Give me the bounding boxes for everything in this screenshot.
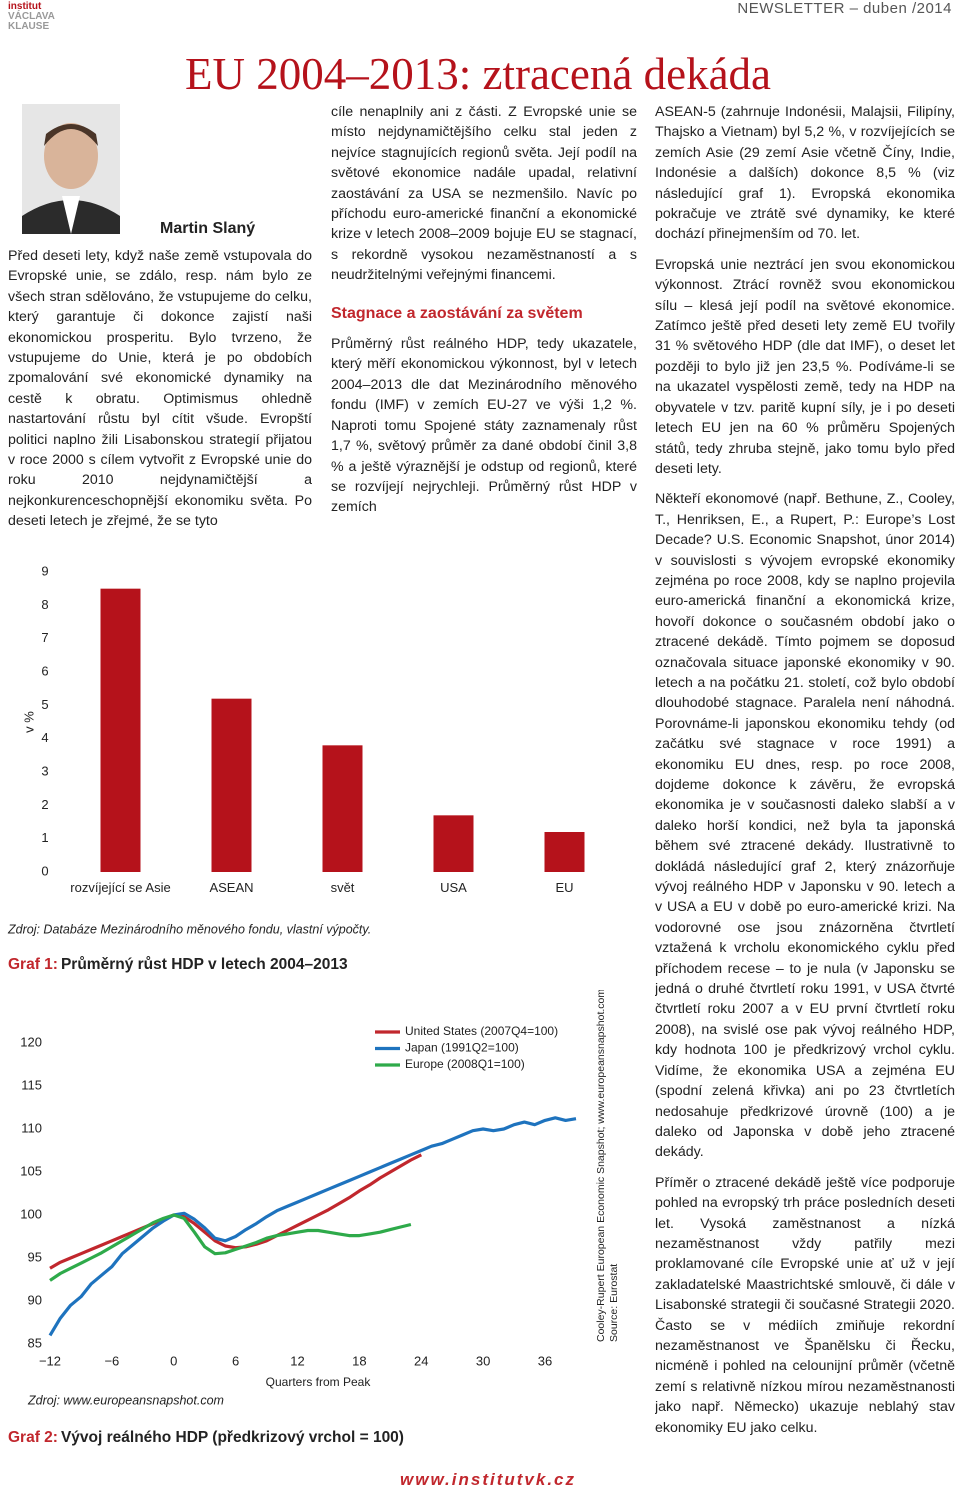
chart-1: 0 1 2 3 4 5 6 7 8 9 v % Zdroj: Databáze Mezinárodní… — [7, 563, 585, 973]
paragraph: ASEAN-5 (zahrnuje Indonésii, Malajsii, F… — [655, 104, 955, 243]
x-tick-label: svět — [330, 880, 355, 895]
y-axis-label: v % — [21, 711, 36, 733]
x-tick-label: −12 — [39, 1353, 61, 1368]
x-tick-label: 30 — [476, 1353, 490, 1368]
side-note: Source: Eurostat — [608, 1264, 620, 1342]
left-column: Před deseti lety, když naše země vstupov… — [8, 246, 312, 546]
x-tick-label: 0 — [170, 1353, 177, 1368]
chart-title: Graf 1: Průměrný růst HDP v letech 2004–2… — [8, 956, 348, 973]
y-tick-label: 115 — [21, 1077, 42, 1092]
paragraph: Někteří ekonomové (např. Bethune, Z., Co… — [655, 491, 955, 1161]
bar — [100, 588, 141, 872]
chart-source: Zdroj: www.europeansnapshot.com — [27, 1393, 224, 1407]
legend-label: Europe (2008Q1=100) — [405, 1057, 525, 1071]
author-photo — [22, 104, 120, 234]
y-tick-label: 0 — [41, 863, 48, 878]
paragraph: Před deseti lety, když naše země vstupov… — [8, 248, 312, 530]
logo-line: KLAUSE — [8, 21, 50, 32]
x-tick-label: 18 — [352, 1353, 366, 1368]
y-tick-label: 4 — [41, 730, 48, 745]
x-axis-label: Quarters from Peak — [266, 1375, 372, 1389]
photo-face — [44, 123, 98, 189]
y-tick-label: 8 — [41, 597, 48, 612]
x-tick-label: 36 — [538, 1353, 552, 1368]
chart-title-text: Průměrný růst HDP v letech 2004–2013 — [61, 956, 348, 973]
middle-column: cíle nenaplnily ani z části. Z Evropské … — [331, 102, 637, 542]
x-tick-label: 12 — [290, 1353, 304, 1368]
x-tick-label: ASEAN — [209, 880, 254, 895]
footer-url: www.institutvk.cz — [400, 1470, 577, 1489]
newsletter-label: NEWSLETTER – duben /2014 — [737, 0, 952, 17]
y-tick-label: 1 — [41, 830, 48, 845]
logo-line: VÁCLAVA — [8, 11, 55, 22]
y-tick-label: 9 — [41, 563, 48, 578]
logo: institut VÁCLAVA KLAUSE — [8, 2, 55, 32]
paragraph: Příměr o ztracené dekádě ještě více podp… — [655, 1174, 955, 1436]
series-line — [49, 1213, 412, 1282]
y-tick-label: 6 — [41, 663, 48, 678]
chart-title: Graf 2: Vývoj reálného HDP (předkrizový v… — [8, 1429, 404, 1446]
y-tick-label: 7 — [41, 630, 48, 645]
y-tick-label: 85 — [28, 1335, 42, 1350]
legend-label: Japan (1991Q2=100) — [405, 1041, 519, 1055]
paragraph: Průměrný růst reálného HDP, tedy ukazate… — [331, 336, 637, 516]
bar — [433, 815, 474, 872]
y-tick-label: 100 — [20, 1206, 42, 1221]
y-tick-label: 5 — [41, 697, 48, 712]
y-tick-label: 105 — [20, 1163, 42, 1178]
y-tick-label: 3 — [41, 763, 48, 778]
photo-hair — [44, 124, 98, 146]
y-tick-label: 90 — [28, 1292, 42, 1307]
y-tick-label: 95 — [28, 1249, 42, 1264]
paragraph: Evropská unie neztrácí jen svou ekonomic… — [655, 256, 955, 477]
photo-shirt — [62, 196, 80, 234]
series-line — [48, 1116, 577, 1337]
right-column: ASEAN-5 (zahrnuje Indonésii, Malajsii, F… — [655, 102, 955, 1450]
logo-line: institut — [8, 1, 42, 12]
chart-number: Graf 1: — [8, 956, 58, 973]
article-title: EU 2004–2013: ztracená dekáda — [185, 49, 772, 99]
chart-number: Graf 2: — [8, 1429, 58, 1446]
x-tick-label: −6 — [104, 1353, 119, 1368]
paragraph: cíle nenaplnily ani z části. Z Evropské … — [331, 104, 637, 284]
chart-2: 85 90 95 100 105 110 115 120 −12 −6 0 6 12 18 24 30 36 Qu… — [8, 990, 620, 1446]
section-heading: Stagnace a zaostávání za světem — [331, 304, 583, 322]
x-tick-label: rozvíjející se Asie — [70, 880, 171, 895]
x-tick-label: 6 — [232, 1353, 239, 1368]
x-tick-label: EU — [555, 880, 574, 895]
series-line — [49, 1153, 423, 1270]
chart-source: Zdroj: Databáze Mezinárodního měnového f… — [7, 922, 371, 936]
x-tick-label: 24 — [414, 1353, 428, 1368]
y-tick-label: 2 — [41, 797, 48, 812]
bar — [211, 698, 252, 872]
y-tick-label: 120 — [20, 1034, 42, 1049]
bar — [544, 832, 585, 872]
side-note: Cooley-Rupert European Economic Snapshot… — [595, 990, 607, 1342]
y-tick-label: 110 — [21, 1120, 42, 1135]
chart-title-text: Vývoj reálného HDP (předkrizový vrchol =… — [61, 1429, 404, 1446]
legend-label: United States (2007Q4=100) — [405, 1024, 558, 1038]
x-tick-label: USA — [440, 880, 467, 895]
bar — [322, 745, 363, 872]
author: Martin Slaný — [160, 220, 256, 237]
